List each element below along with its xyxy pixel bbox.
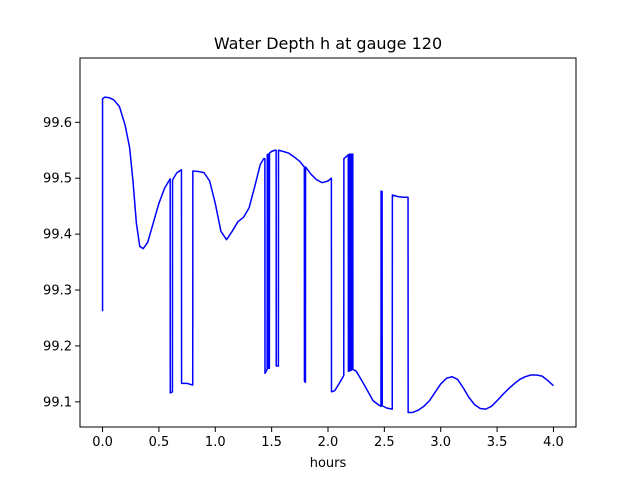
series-layer <box>101 96 554 414</box>
x-tick-label: 0.0 <box>92 435 113 450</box>
series-line-0 <box>101 96 554 414</box>
x-tick-label: 1.5 <box>261 435 282 450</box>
y-tick-label: 99.5 <box>43 172 72 187</box>
x-tick-label: 0.5 <box>149 435 170 450</box>
y-tick-label: 99.2 <box>43 339 72 354</box>
y-axis-ticks: 99.1 99.2 99.3 99.4 99.5 99.6 <box>43 116 80 410</box>
x-tick-label: 2.0 <box>318 435 339 450</box>
x-tick-label: 4.0 <box>543 435 564 450</box>
chart-title: Water Depth h at gauge 120 <box>214 34 442 53</box>
x-tick-label: 2.5 <box>374 435 395 450</box>
y-tick-label: 99.4 <box>43 228 72 243</box>
y-tick-label: 99.1 <box>43 395 72 410</box>
x-axis-ticks: 0.0 0.5 1.0 1.5 2.0 2.5 3.0 3.5 4.0 <box>92 427 564 450</box>
y-tick-label: 99.3 <box>43 284 72 299</box>
x-axis-label: hours <box>310 456 347 471</box>
y-tick-label: 99.6 <box>43 116 72 131</box>
plot-area: 0.0 0.5 1.0 1.5 2.0 2.5 3.0 3.5 4.0 99.1 99.2 99.3… <box>43 57 577 450</box>
x-tick-label: 3.5 <box>487 435 508 450</box>
x-tick-label: 1.0 <box>205 435 226 450</box>
x-tick-label: 3.0 <box>430 435 451 450</box>
